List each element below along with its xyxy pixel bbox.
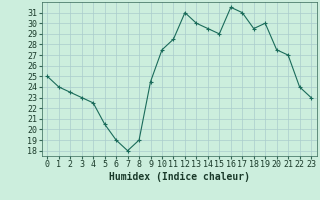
X-axis label: Humidex (Indice chaleur): Humidex (Indice chaleur) xyxy=(109,172,250,182)
